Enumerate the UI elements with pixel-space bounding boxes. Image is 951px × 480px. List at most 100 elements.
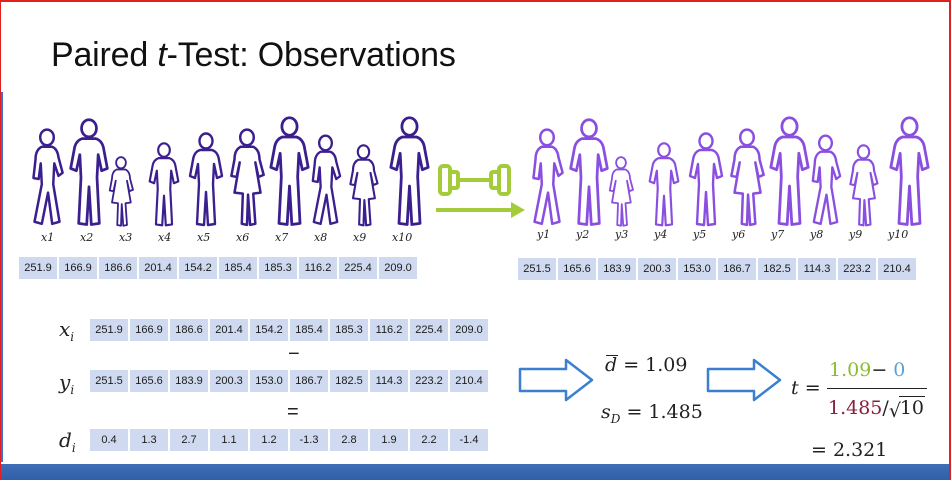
subject-label: x5 — [197, 231, 211, 244]
person-silhouette-icon — [188, 132, 224, 227]
subject-label: y10 — [888, 228, 909, 241]
person-silhouette-icon — [230, 128, 265, 227]
difference-cell: 1.1 — [210, 429, 248, 451]
person-silhouette-icon — [32, 128, 64, 226]
person-silhouette-icon — [532, 128, 564, 226]
row-d-values: 0.4 1.3 2.7 1.1 1.2 -1.3 2.8 1.9 2.2 -1.4 — [90, 429, 488, 451]
mean-difference: d = 1.09 — [605, 354, 688, 376]
person-silhouette-icon — [811, 134, 842, 226]
before-value-cell: 186.6 — [99, 257, 137, 279]
fraction-bar — [827, 388, 927, 389]
y-value-cell: 251.5 — [90, 370, 128, 392]
std-dev-difference: sD = 1.485 — [601, 401, 703, 426]
before-value-cell: 185.3 — [259, 257, 297, 279]
subject-label: x8 — [314, 231, 328, 244]
dumbbell-collar-left — [448, 170, 460, 190]
after-value-cell: 183.9 — [598, 258, 636, 280]
after-value-cell: 251.5 — [518, 258, 556, 280]
subject-label: x10 — [392, 231, 413, 244]
before-value-cell: 201.4 — [139, 257, 177, 279]
person-silhouette-icon — [569, 118, 609, 226]
subject-label: y6 — [732, 228, 746, 241]
minus-sign: − — [288, 343, 300, 365]
equals-sign: = — [287, 401, 299, 423]
person-silhouette-icon — [269, 116, 310, 226]
difference-cell: 0.4 — [90, 429, 128, 451]
after-value-cell: 153.0 — [678, 258, 716, 280]
person-silhouette-icon — [148, 142, 180, 227]
row-label-x: xi — [59, 317, 75, 344]
x-value-cell: 209.0 — [450, 319, 488, 341]
t-statistic-formula: t = 1.09− 0 1.485/√ 10 — [791, 359, 941, 429]
block-arrow-icon — [518, 358, 594, 402]
x-value-cell: 225.4 — [410, 319, 448, 341]
before-silhouettes — [26, 110, 436, 228]
y-value-cell: 183.9 — [170, 370, 208, 392]
block-arrow-icon — [706, 358, 782, 402]
subject-label: y2 — [576, 228, 590, 241]
person-silhouette-icon — [648, 142, 680, 227]
x-value-cell: 154.2 — [250, 319, 288, 341]
left-accent-rule — [1, 92, 3, 462]
person-silhouette-icon — [849, 144, 879, 227]
subject-label: x2 — [80, 231, 94, 244]
after-value-cell: 186.7 — [718, 258, 756, 280]
difference-cell: 2.7 — [170, 429, 208, 451]
after-value-cell: 182.5 — [758, 258, 796, 280]
difference-cell: -1.4 — [450, 429, 488, 451]
row-label-d: di — [59, 428, 76, 455]
y-value-cell: 182.5 — [330, 370, 368, 392]
x-value-cell: 251.9 — [90, 319, 128, 341]
footer-bar — [1, 464, 949, 480]
person-silhouette-icon — [769, 116, 810, 226]
person-silhouette-icon — [349, 144, 379, 227]
progress-arrow-head — [511, 202, 525, 218]
x-value-cell: 185.4 — [290, 319, 328, 341]
subject-label: x4 — [158, 231, 172, 244]
subject-label: y4 — [654, 228, 668, 241]
t-statistic-result: = 2.321 — [811, 439, 888, 461]
x-value-cell: 186.6 — [170, 319, 208, 341]
subject-label: y7 — [771, 228, 785, 241]
subject-label: x1 — [41, 231, 55, 244]
row-label-y: yi — [59, 370, 75, 397]
person-silhouette-icon — [108, 156, 134, 227]
subject-label: x3 — [119, 231, 133, 244]
before-value-cell: 251.9 — [19, 257, 57, 279]
person-silhouette-icon — [688, 132, 724, 227]
before-values-strip: 251.9 166.9 186.6 201.4 154.2 185.4 185.3 116.2… — [19, 257, 417, 279]
x-value-cell: 116.2 — [370, 319, 408, 341]
after-value-cell: 200.3 — [638, 258, 676, 280]
person-silhouette-icon — [69, 118, 109, 226]
after-value-cell: 223.2 — [838, 258, 876, 280]
y-value-cell: 223.2 — [410, 370, 448, 392]
after-value-cell: 114.3 — [798, 258, 836, 280]
subject-label: x9 — [353, 231, 367, 244]
person-silhouette-icon — [608, 156, 634, 227]
after-silhouettes — [526, 110, 936, 228]
person-silhouette-icon — [889, 116, 930, 226]
person-silhouette-icon — [311, 134, 342, 226]
slide-title: Paired t-Test: Observations — [51, 36, 456, 74]
after-value-cell: 210.4 — [878, 258, 916, 280]
difference-cell: 2.2 — [410, 429, 448, 451]
y-value-cell: 153.0 — [250, 370, 288, 392]
row-y-values: 251.5 165.6 183.9 200.3 153.0 186.7 182.5 114.3… — [90, 370, 488, 392]
difference-cell: 1.9 — [370, 429, 408, 451]
before-value-cell: 225.4 — [339, 257, 377, 279]
dumbbell-arrow-icon — [436, 164, 525, 218]
person-silhouette-icon — [730, 128, 765, 227]
before-value-cell: 185.4 — [219, 257, 257, 279]
subject-label: y1 — [537, 228, 551, 241]
difference-cell: 2.8 — [330, 429, 368, 451]
subject-label: y3 — [615, 228, 629, 241]
row-x-values: 251.9 166.9 186.6 201.4 154.2 185.4 185.3 116.2… — [90, 319, 488, 341]
y-value-cell: 210.4 — [450, 370, 488, 392]
before-value-cell: 166.9 — [59, 257, 97, 279]
before-value-cell: 209.0 — [379, 257, 417, 279]
subject-label: x7 — [275, 231, 289, 244]
person-silhouette-icon — [389, 116, 430, 226]
dumbbell-plate-right — [497, 164, 511, 196]
after-values-strip: 251.5 165.6 183.9 200.3 153.0 186.7 182.5 114.3… — [518, 258, 916, 280]
difference-cell: 1.2 — [250, 429, 288, 451]
